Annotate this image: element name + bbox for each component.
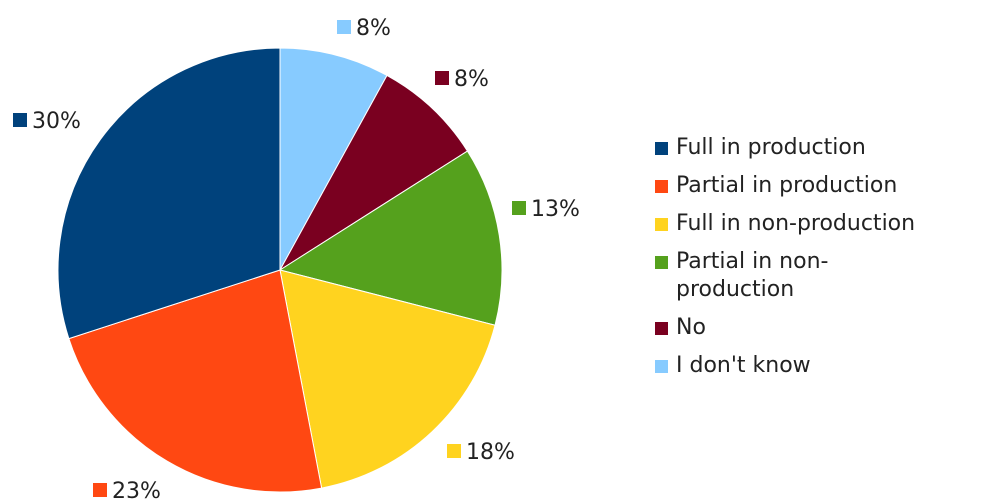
legend-swatch (655, 360, 668, 373)
data-label-text: 8% (454, 67, 489, 92)
legend-label: Full in production (676, 135, 866, 160)
pie-slice-full-in-non-production (279, 269, 496, 489)
data-label-swatch (512, 201, 526, 215)
legend-item: Full in production (655, 134, 985, 162)
legend-label: Full in non-production (676, 211, 916, 236)
legend-label: I don't know (676, 353, 811, 378)
legend-swatch (655, 142, 668, 155)
chart-legend: Full in production Partial in production F… (655, 134, 985, 390)
data-label-text: 13% (531, 197, 580, 222)
data-label-i-don-t-know: 8% (337, 16, 391, 41)
data-label-text: 23% (112, 479, 161, 500)
pie-slice-partial-in-production (68, 269, 323, 493)
data-label-partial-in-production: 23% (93, 479, 161, 500)
data-label-full-in-production: 30% (13, 109, 81, 134)
legend-item: Full in non-production (655, 210, 985, 238)
data-label-swatch (337, 20, 351, 34)
data-label-text: 8% (356, 16, 391, 41)
pie-slice-no (279, 74, 469, 271)
legend-swatch (655, 322, 668, 335)
data-label-swatch (93, 483, 107, 497)
legend-swatch (655, 256, 668, 269)
legend-label: No (676, 315, 706, 340)
legend-swatch (655, 218, 668, 231)
data-label-swatch (447, 444, 461, 458)
legend-swatch (655, 180, 668, 193)
data-label-no: 8% (435, 67, 489, 92)
legend-label: Partial in production (676, 173, 898, 198)
legend-label: Partial in non-production (676, 249, 829, 302)
data-label-swatch (435, 71, 449, 85)
pie-slice-full-in-production (57, 47, 281, 340)
legend-item: I don't know (655, 352, 985, 380)
data-label-swatch (13, 113, 27, 127)
legend-item: Partial in non-production (655, 248, 985, 304)
data-label-text: 30% (32, 109, 81, 134)
data-label-partial-in-non-production: 13% (512, 197, 580, 222)
data-label-text: 18% (466, 440, 515, 465)
legend-item: No (655, 314, 985, 342)
pie-slice-partial-in-non-production (278, 150, 503, 326)
pie-slice-i-don-t-know (279, 47, 388, 271)
legend-item: Partial in production (655, 172, 985, 200)
data-label-full-in-non-production: 18% (447, 440, 515, 465)
